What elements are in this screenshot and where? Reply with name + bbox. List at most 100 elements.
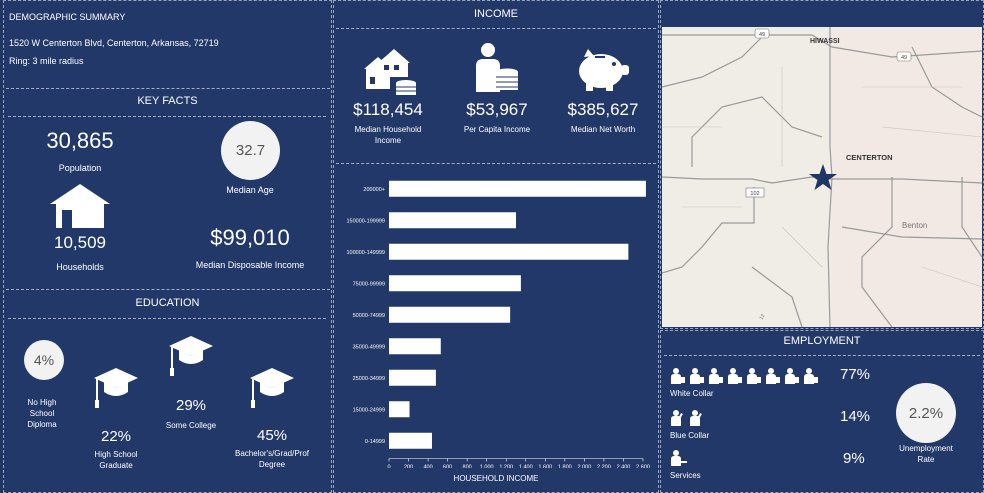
summary-ring: Ring: 3 mile radius (9, 56, 84, 66)
chart-bar-200000+ (389, 180, 646, 197)
median-disposable-income-label: Median Disposable Income (195, 260, 305, 270)
median-disposable-income-value: $99,010 (210, 225, 290, 250)
bachelors-label-line1: Bachelor's/Grad/Prof (234, 449, 309, 458)
hs-label-line2: Graduate (99, 461, 133, 470)
median-household-income-value: $118,454 (353, 100, 423, 119)
shield-49-right: 49 (901, 55, 907, 61)
hs-value: 22% (100, 428, 132, 445)
median-age-label: Median Age (226, 185, 274, 195)
divider (6, 289, 330, 290)
graduation-cap-icon (169, 336, 213, 376)
bachelors-value: 45% (256, 427, 288, 444)
some-college-label: Some College (165, 421, 217, 430)
education-title: EDUCATION (135, 297, 200, 309)
chart-tick-label: 0 (387, 465, 390, 469)
demographic-summary-panel (3, 0, 332, 493)
chart-bar-150000-199999 (389, 212, 516, 229)
shield-49-top: 49 (759, 32, 765, 38)
chart-tick-label: 2,200 (597, 465, 611, 469)
chart-bar-15000-24999 (389, 401, 410, 418)
median-household-income-label-line2: Income (374, 136, 402, 145)
divider (336, 163, 656, 164)
chart-category-label: 0-14999 (365, 439, 385, 445)
white-collar-label: White Collar (670, 389, 714, 398)
employment-title: EMPLOYMENT (783, 335, 861, 347)
unemployment-label-line2: Rate (917, 455, 935, 464)
hs-label-line1: High School (94, 450, 138, 459)
chart-tick-label: 2,400 (617, 465, 631, 469)
location-star-icon (809, 164, 837, 190)
white-collar-icon (671, 368, 818, 384)
map-label-benton: Benton (902, 221, 927, 230)
location-map[interactable]: 49 49 102 HIWASSI CENTERTON Benton 12 (662, 27, 982, 327)
services-label: Services (670, 471, 701, 480)
map-label-hiwassi: HIWASSI (810, 38, 840, 45)
median-age-circle: 32.7 (221, 121, 280, 180)
chart-tick-label: 1,000 (480, 465, 494, 469)
map-road-label: 12 (759, 313, 767, 321)
chart-category-label: 200000+ (363, 187, 385, 193)
key-facts-title: KEY FACTS (137, 95, 198, 107)
no-hs-label-line2: School (29, 409, 55, 418)
income-title: INCOME (474, 8, 518, 20)
chart-tick-label: 1,800 (558, 465, 572, 469)
chart-tick-label: 2,000 (578, 465, 592, 469)
person-coins-icon (476, 43, 518, 92)
chart-category-label: 25000-34999 (353, 376, 385, 382)
median-net-worth-value: $385,627 (567, 100, 639, 119)
piggy-bank-icon (579, 49, 629, 91)
no-hs-circle: 4% (24, 340, 64, 380)
divider (336, 28, 656, 29)
no-hs-label-line3: Diploma (27, 420, 57, 429)
chart-category-label: 75000-99999 (353, 281, 385, 287)
blue-collar-icon (671, 410, 702, 426)
divider (8, 318, 326, 319)
median-net-worth-label: Median Net Worth (570, 125, 636, 134)
summary-title: DEMOGRAPHIC SUMMARY (9, 12, 126, 22)
some-college-value: 29% (175, 397, 207, 414)
chart-tick-label: 1,600 (538, 465, 552, 469)
services-value: 9% (843, 450, 865, 467)
chart-bar-35000-49999 (389, 338, 441, 355)
chart-category-label: 50000-74999 (353, 313, 385, 319)
divider (6, 88, 330, 89)
graduation-cap-icon (94, 368, 138, 408)
house-icon (50, 184, 110, 228)
per-capita-income-value: $53,967 (466, 100, 528, 119)
bachelors-label-line2: Degree (258, 460, 286, 469)
median-household-income-label-line1: Median Household (354, 125, 422, 134)
houses-coins-icon (364, 49, 416, 95)
households-value: 10,509 (54, 233, 106, 252)
chart-category-label: 35000-49999 (353, 344, 385, 350)
blue-collar-label: Blue Collar (670, 431, 710, 440)
blue-collar-value: 14% (840, 408, 871, 425)
household-income-chart: 200000+ 150000-199999 100000-149999 75000-9… (346, 180, 650, 469)
shield-102: 102 (750, 191, 759, 197)
population-label: Population (58, 163, 102, 173)
unemployment-label-line1: Unemployment (899, 444, 953, 453)
chart-bar-25000-34999 (389, 369, 436, 386)
graduation-cap-icon (250, 368, 294, 408)
unemployment-circle: 2.2% (896, 383, 956, 443)
chart-tick-label: 800 (463, 465, 472, 469)
chart-tick-label: 200 (404, 465, 413, 469)
white-collar-value: 77% (840, 366, 871, 383)
map-label-centerton: CENTERTON (846, 153, 893, 162)
chart-category-label: 100000-149999 (346, 250, 385, 256)
chart-category-label: 150000-199999 (346, 218, 385, 224)
chart-category-label: 15000-24999 (353, 407, 385, 413)
no-hs-value: 4% (33, 352, 55, 368)
chart-tick-label: 400 (423, 465, 432, 469)
median-age-value: 32.7 (235, 142, 266, 159)
households-label: Households (56, 262, 104, 272)
no-hs-label-line1: No High (27, 398, 57, 407)
chart-bar-0-14999 (389, 432, 432, 449)
chart-xlabel: HOUSEHOLD INCOME (453, 474, 539, 483)
per-capita-income-label: Per Capita Income (463, 125, 531, 134)
divider (664, 355, 980, 356)
services-icon (671, 450, 687, 466)
chart-tick-label: 2,600 (636, 465, 650, 469)
unemployment-value: 2.2% (908, 404, 944, 422)
chart-bar-75000-99999 (389, 275, 521, 292)
chart-tick-label: 1,400 (519, 465, 533, 469)
